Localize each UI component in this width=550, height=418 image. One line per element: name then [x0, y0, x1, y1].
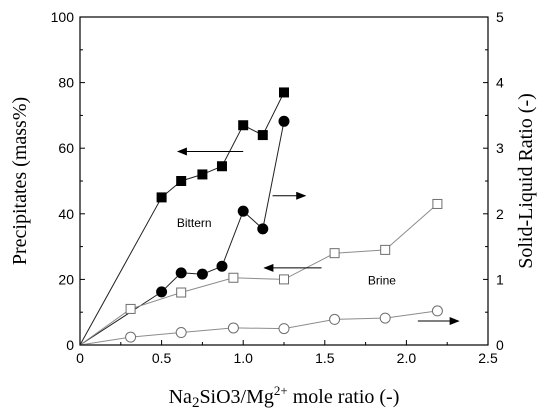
y-left-tick-label: 40: [58, 206, 74, 222]
data-point: [175, 267, 187, 279]
data-point: [329, 313, 341, 325]
data-point: [156, 192, 167, 203]
data-point: [216, 161, 227, 172]
data-point: [156, 286, 168, 298]
y-left-tick-label: 100: [51, 9, 75, 25]
data-point: [279, 274, 289, 285]
y-right-tick-label: 0: [496, 337, 504, 353]
data-point: [176, 287, 187, 298]
data-point: [228, 272, 239, 283]
x-tick-label: 0: [76, 350, 84, 366]
series-3: [79, 198, 443, 346]
plot-frame: [79, 16, 489, 346]
series-line: [79, 310, 438, 346]
data-point: [197, 169, 208, 180]
y-right-tick-label: 5: [496, 9, 504, 25]
annotation-bittern: Bittern: [177, 216, 212, 230]
x-tick-label: 2.0: [397, 350, 417, 366]
data-point: [379, 312, 391, 324]
data-point: [237, 205, 249, 217]
y-right-tick-label: 4: [496, 75, 504, 91]
series-line: [79, 203, 438, 346]
y-axis-right-title: Solid-Liquid Ratio (-): [515, 93, 537, 269]
data-point: [329, 248, 340, 259]
data-point: [432, 198, 443, 209]
series-1: [79, 87, 289, 346]
data-point: [380, 244, 391, 255]
data-point: [196, 268, 208, 280]
y-left-tick-label: 60: [58, 140, 74, 156]
y-right-tick-label: 1: [496, 271, 504, 287]
data-point: [257, 223, 269, 235]
x-tick-label: 0.5: [152, 350, 172, 366]
y-right-tick-label: 3: [496, 140, 504, 156]
data-point: [176, 176, 187, 186]
x-tick-label: 1.0: [233, 350, 253, 366]
data-point: [238, 120, 249, 131]
data-point: [175, 327, 187, 339]
x-tick-label: 1.5: [315, 350, 335, 366]
y-axis-left-title: Precipitates (mass%): [9, 97, 31, 265]
y-left-tick-label: 20: [58, 271, 74, 287]
y-left-tick-label: 80: [58, 75, 74, 91]
data-point: [431, 305, 443, 317]
data-point: [227, 322, 239, 334]
data-point: [125, 303, 136, 314]
x-axis-title: Na2SiO3/Mg2+ mole ratio (-): [169, 383, 400, 411]
annotation-layer: Bittern Brine: [177, 147, 460, 326]
data-point: [279, 87, 289, 98]
series-layer: [79, 87, 443, 346]
annotation-brine: Brine: [368, 273, 396, 287]
data-point: [257, 130, 268, 141]
data-point: [278, 323, 290, 335]
x-tick-label: 2.5: [478, 350, 498, 366]
series-2: [79, 115, 290, 346]
y-left-tick-label: 0: [66, 337, 74, 353]
data-point: [216, 260, 228, 272]
data-point: [125, 331, 137, 343]
data-point: [278, 115, 290, 127]
series-line: [79, 121, 285, 346]
series-4: [79, 305, 443, 346]
y-right-tick-label: 2: [496, 206, 504, 222]
